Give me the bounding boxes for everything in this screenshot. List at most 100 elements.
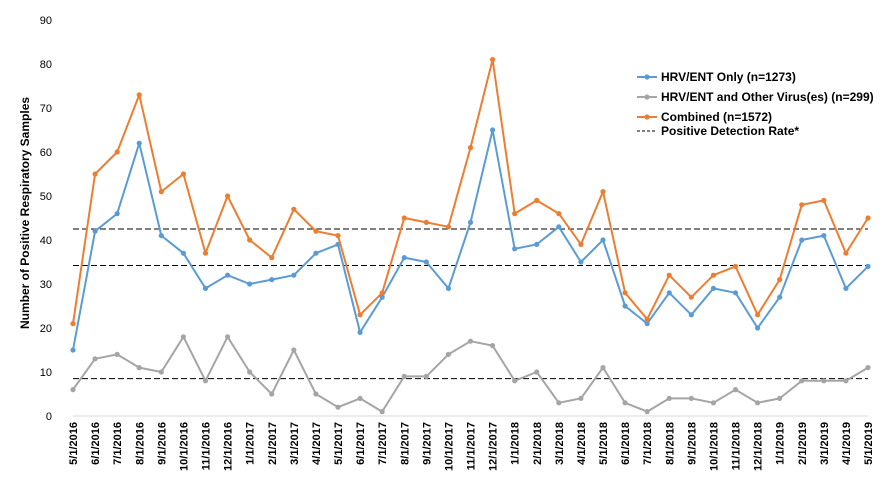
data-point — [467, 219, 474, 225]
data-point — [291, 206, 297, 212]
x-tick-label: 4/1/2019 — [841, 422, 853, 465]
data-point — [114, 211, 120, 217]
data-point — [180, 334, 187, 340]
data-point — [644, 321, 650, 327]
x-tick-label: 10/1/2016 — [178, 422, 190, 471]
data-point — [534, 369, 540, 375]
x-tick-label: 2/1/2019 — [797, 422, 809, 465]
y-tick-label: 70 — [40, 103, 52, 115]
data-point — [600, 237, 606, 243]
x-tick-label: 6/1/2016 — [90, 422, 102, 465]
data-point — [224, 334, 231, 340]
data-point — [202, 378, 209, 384]
data-point — [467, 145, 474, 151]
data-point — [865, 365, 871, 371]
x-tick-label: 8/1/2018 — [664, 422, 676, 465]
data-point — [534, 197, 540, 203]
legend-swatch-marker — [644, 94, 650, 100]
data-point — [556, 224, 562, 230]
x-tick-label: 7/1/2017 — [377, 422, 389, 465]
data-point — [688, 395, 694, 401]
data-point — [512, 211, 518, 217]
x-tick-label: 2/1/2018 — [532, 422, 544, 465]
legend-label: HRV/ENT Only (n=1273) — [661, 70, 796, 84]
y-tick-label: 80 — [40, 59, 52, 71]
x-tick-label: 5/1/2016 — [68, 422, 80, 465]
data-point — [313, 228, 319, 234]
data-point — [556, 400, 562, 406]
data-point — [666, 272, 672, 278]
data-point — [821, 197, 827, 203]
data-point — [445, 224, 452, 230]
y-tick-label: 0 — [46, 411, 52, 423]
data-point — [777, 294, 783, 300]
data-point — [269, 277, 275, 283]
x-tick-label: 6/1/2018 — [620, 422, 632, 465]
legend-label: Combined (n=1572) — [661, 110, 772, 124]
x-tick-label: 12/1/2016 — [223, 422, 235, 471]
data-point — [180, 171, 187, 177]
x-tick-label: 1/1/2019 — [775, 422, 787, 465]
data-point — [843, 285, 849, 291]
data-point — [180, 250, 187, 256]
data-point — [467, 338, 474, 344]
data-point — [291, 272, 297, 278]
data-point — [710, 400, 717, 406]
data-point — [202, 250, 209, 256]
y-axis-ticks: 0 10 20 30 40 50 60 70 80 90 — [40, 15, 52, 423]
x-tick-label: 3/1/2018 — [554, 422, 566, 465]
data-point — [865, 263, 871, 269]
y-tick-label: 20 — [40, 323, 52, 335]
x-tick-label: 4/1/2017 — [311, 422, 323, 465]
data-point — [379, 294, 385, 300]
x-tick-label: 2/1/2017 — [267, 422, 279, 465]
data-point — [224, 272, 231, 278]
data-point — [777, 277, 783, 283]
x-tick-label: 11/1/2017 — [466, 422, 478, 470]
series-line — [72, 129, 869, 351]
data-point — [247, 281, 253, 287]
data-point — [578, 241, 584, 247]
y-tick-label: 50 — [40, 191, 52, 203]
data-point — [202, 285, 209, 291]
legend-label: Positive Detection Rate* — [661, 124, 799, 138]
x-tick-label: 1/1/2017 — [245, 422, 257, 465]
x-tick-label: 9/1/2017 — [421, 422, 433, 465]
data-point — [799, 202, 805, 208]
x-tick-label: 7/1/2016 — [112, 422, 124, 465]
data-point — [666, 290, 672, 296]
data-point — [688, 312, 694, 318]
data-point — [754, 400, 761, 406]
y-tick-label: 60 — [40, 147, 52, 159]
data-point — [489, 127, 496, 133]
data-point — [379, 409, 385, 415]
x-tick-label: 7/1/2018 — [642, 422, 654, 465]
data-point — [357, 312, 363, 318]
data-point — [754, 312, 761, 318]
series-lines — [70, 57, 871, 415]
x-tick-label: 11/1/2016 — [201, 422, 213, 470]
data-point — [423, 373, 429, 379]
data-point — [335, 404, 341, 410]
data-point — [688, 294, 694, 300]
data-point — [622, 303, 628, 309]
data-point — [92, 171, 98, 177]
data-point — [622, 290, 628, 296]
data-point — [622, 400, 628, 406]
x-tick-label: 3/1/2019 — [819, 422, 831, 465]
data-point — [423, 219, 429, 225]
data-point — [666, 395, 672, 401]
data-point — [136, 140, 142, 146]
data-point — [136, 365, 142, 371]
data-point — [379, 290, 385, 296]
data-point — [92, 356, 98, 362]
data-point — [843, 250, 849, 256]
data-point — [821, 378, 827, 384]
data-point — [401, 215, 407, 221]
series-group — [70, 127, 871, 353]
data-point — [821, 233, 827, 239]
data-point — [732, 290, 739, 296]
data-point — [445, 351, 452, 357]
data-point — [644, 409, 650, 415]
